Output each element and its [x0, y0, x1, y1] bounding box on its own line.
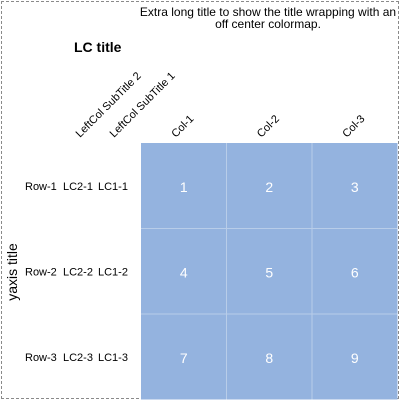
heatmap-cells — [141, 143, 398, 400]
cell-value-label: 6 — [351, 264, 359, 280]
column-labels: Col-1 Col-2 Col-3 — [169, 113, 367, 140]
row-lc2-label: LC2-2 — [63, 266, 93, 278]
cell-value-label: 4 — [180, 264, 188, 280]
heatmap-cell-r1-c3 — [312, 143, 398, 229]
heatmap-cell-r3-c2 — [226, 314, 312, 400]
heatmap-cell-r3-c1 — [141, 314, 227, 400]
cell-value-label: 8 — [265, 350, 273, 366]
left-columns-title: LC title — [74, 39, 122, 55]
column-label: Col-1 — [169, 113, 196, 140]
heatmap-cell-r2-c1 — [141, 228, 227, 314]
cell-value-label: 1 — [180, 179, 188, 195]
heatmap-cell-r2-c2 — [226, 228, 312, 314]
cell-value-label: 9 — [351, 350, 359, 366]
chart-title-line-1: Extra long title to show the title wrapp… — [140, 5, 396, 19]
cell-value-label: 2 — [265, 179, 273, 195]
heatmap-cell-r1-c2 — [226, 143, 312, 229]
y-axis-title: yaxis title — [4, 243, 20, 301]
heatmap-cell-r2-c3 — [312, 228, 398, 314]
row-lc1-label: LC1-1 — [98, 181, 128, 193]
row-lc2-label: LC2-3 — [63, 352, 93, 364]
column-label: Col-3 — [340, 113, 367, 140]
heatmap-gridlines — [141, 143, 398, 400]
cell-value-label: 7 — [180, 350, 188, 366]
row-label: Row-2 — [25, 266, 57, 278]
row-lc1-label: LC1-3 — [98, 352, 128, 364]
row-label: Row-1 — [25, 181, 57, 193]
chart-title-line-2: off center colormap. — [215, 17, 321, 31]
heatmap-cell-r3-c3 — [312, 314, 398, 400]
row-label: Row-3 — [25, 352, 57, 364]
heatmap-cell-r1-c1 — [141, 143, 227, 229]
left-column-subtitle-1: LeftCol SubTitle 1 — [108, 70, 178, 140]
row-lc1-label: LC1-2 — [98, 266, 128, 278]
cell-value-label: 5 — [265, 264, 273, 280]
cell-value-label: 3 — [351, 179, 359, 195]
column-label: Col-2 — [255, 113, 282, 140]
heatmap-values: 1 2 3 4 5 6 7 8 9 — [180, 179, 359, 366]
row-lc2-label: LC2-1 — [63, 181, 93, 193]
row-labels: Row-1 LC2-1 LC1-1 Row-2 LC2-2 LC1-2 Row-3 LC2-3… — [25, 181, 128, 364]
